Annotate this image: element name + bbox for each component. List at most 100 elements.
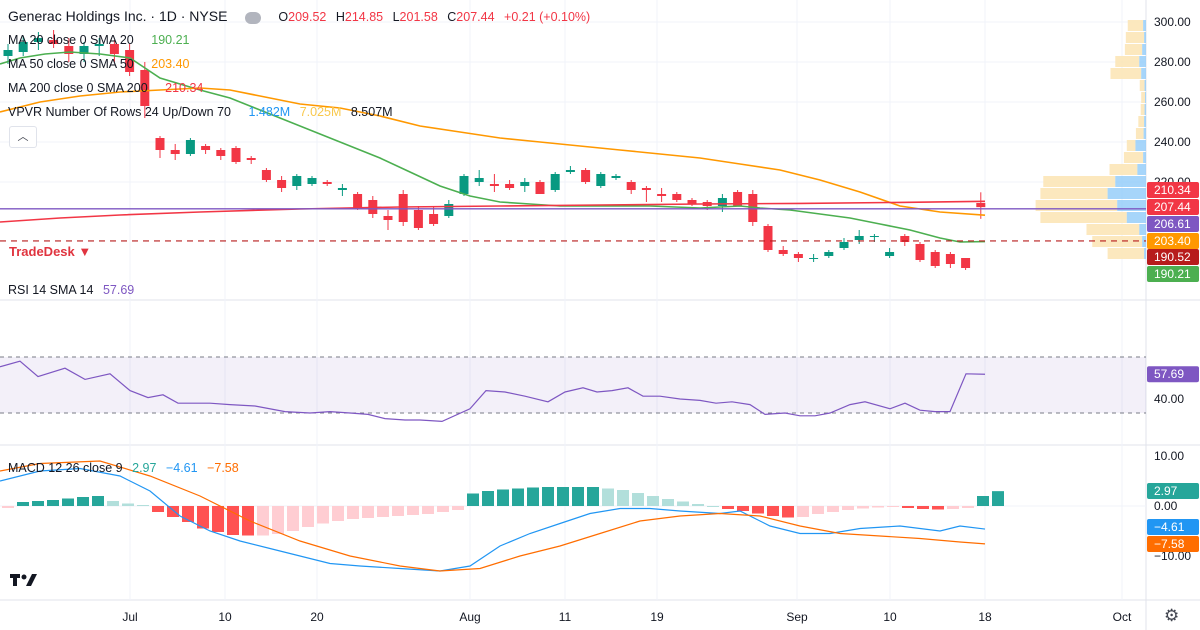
candle-body <box>64 46 74 54</box>
candle-body <box>383 216 393 220</box>
ma50-legend[interactable]: MA 50 close 0 SMA 50 203.40 <box>8 57 195 71</box>
macd-label: MACD 12 26 close 9 <box>8 461 123 475</box>
vpvr-up-bar <box>1145 92 1146 103</box>
ma200-label: MA 200 close 0 SMA 200 <box>8 81 148 95</box>
ohlc-open: 209.52 <box>288 10 327 24</box>
candle-body <box>3 50 13 56</box>
vpvr-down-bar <box>1139 80 1145 91</box>
candle-body <box>216 150 226 156</box>
candle-body <box>109 44 119 54</box>
candle-body <box>201 146 211 150</box>
candle-body <box>626 182 636 190</box>
vpvr-up-bar <box>1144 32 1146 43</box>
macd-histogram-bar <box>362 506 374 518</box>
candle-body <box>945 254 955 264</box>
time-axis-label: 18 <box>978 610 992 624</box>
ma200-legend[interactable]: MA 200 close 0 SMA 200 210.34 <box>8 81 209 95</box>
candle-body <box>489 184 499 186</box>
time-axis-label: 10 <box>218 610 232 624</box>
time-axis-label: Aug <box>459 610 480 624</box>
price-badge <box>1147 199 1199 215</box>
macd-histogram-bar <box>452 506 464 510</box>
macd-histogram-bar <box>722 506 734 509</box>
macd-histogram-bar <box>977 496 989 506</box>
macd-histogram-bar <box>617 490 629 506</box>
candle-body <box>961 258 971 268</box>
vpvr-up-bar <box>1115 176 1146 187</box>
vpvr-legend[interactable]: VPVR Number Of Rows 24 Up/Down 70 1.482M… <box>8 105 399 119</box>
vpvr-down-bar <box>1126 140 1136 151</box>
price-badge-label: 206.61 <box>1154 217 1191 231</box>
macd-histogram-bar <box>92 496 104 506</box>
ma20-legend[interactable]: MA 20 close 0 SMA 20 190.21 <box>8 33 195 47</box>
candle-body <box>353 194 363 208</box>
macd-histogram-bar <box>572 487 584 506</box>
macd-histogram-bar <box>332 506 344 521</box>
candle-body <box>596 174 606 186</box>
candle-body <box>869 236 879 237</box>
macd-line <box>0 467 986 572</box>
chevron-up-icon: ︿ <box>17 131 29 143</box>
time-axis-label: 20 <box>310 610 324 624</box>
macd-badge-label: −7.58 <box>1154 537 1185 551</box>
vpvr-down-bar <box>1135 128 1144 139</box>
visibility-icon[interactable] <box>244 11 261 24</box>
vpvr-up-bar <box>1107 188 1146 199</box>
macd-histogram-bar <box>437 506 449 512</box>
vpvr-down-bar <box>1035 200 1118 211</box>
macd-histogram-bar <box>212 506 224 532</box>
vpvr-down-bar <box>1127 20 1144 31</box>
candle-body <box>717 198 727 206</box>
macd-histogram-bar <box>842 506 854 510</box>
candle-body <box>930 252 940 266</box>
macd-histogram-bar <box>797 506 809 517</box>
macd-signal-value: −7.58 <box>207 461 239 475</box>
candle-body <box>733 192 743 206</box>
gear-icon[interactable]: ⚙ <box>1164 606 1180 625</box>
vpvr-label: VPVR Number Of Rows 24 Up/Down 70 <box>8 105 232 119</box>
tradingview-logo[interactable] <box>8 568 40 592</box>
macd-histogram-bar <box>527 487 539 506</box>
ohlc-high: 214.85 <box>344 10 384 24</box>
macd-histogram-bar <box>812 506 824 514</box>
ohlc-c-label: C <box>447 10 457 24</box>
rsi-label: RSI 14 SMA 14 <box>8 283 94 297</box>
collapse-legend-button[interactable]: ︿ <box>9 126 37 148</box>
candle-body <box>307 178 317 184</box>
price-badge <box>1147 249 1199 265</box>
macd-badge-label: 2.97 <box>1154 484 1178 498</box>
macd-histogram-bar <box>932 506 944 510</box>
candle-body <box>246 158 256 160</box>
macd-legend[interactable]: MACD 12 26 close 9 2.97 −4.61 −7.58 <box>8 461 245 475</box>
rsi-badge <box>1147 366 1199 383</box>
macd-tick-label: −10.00 <box>1154 549 1191 563</box>
rsi-legend[interactable]: RSI 14 SMA 14 57.69 <box>8 283 140 297</box>
candle-body <box>170 150 180 154</box>
candle-body <box>520 182 530 186</box>
macd-histogram-bar <box>392 506 404 516</box>
candle-body <box>581 170 591 182</box>
vpvr-up-bar <box>1144 104 1146 115</box>
macd-histogram-bar <box>707 506 719 507</box>
vpvr-down-bar <box>1141 92 1146 103</box>
vpvr-down-bar <box>1040 188 1108 199</box>
macd-histogram-bar <box>347 506 359 519</box>
macd-histogram-bar <box>947 506 959 509</box>
candle-body <box>885 252 895 256</box>
symbol-title[interactable]: Generac Holdings Inc. · 1D · NYSE <box>8 8 228 24</box>
macd-histogram-bar <box>62 498 74 506</box>
candle-body <box>763 226 773 250</box>
macd-histogram-bar <box>272 506 284 534</box>
vpvr-down-bar <box>1110 68 1142 79</box>
candle-body <box>337 188 347 190</box>
price-badge <box>1147 182 1199 198</box>
candle-body <box>49 40 59 44</box>
candle-body <box>185 140 195 154</box>
vpvr-up-bar <box>1139 56 1146 67</box>
macd-histogram-bar <box>542 487 554 506</box>
candle-body <box>18 42 28 52</box>
time-axis-label: 19 <box>650 610 664 624</box>
macd-histogram-bar <box>32 501 44 506</box>
tradedesk-annotation[interactable]: TradeDesk ▼ <box>9 244 92 259</box>
